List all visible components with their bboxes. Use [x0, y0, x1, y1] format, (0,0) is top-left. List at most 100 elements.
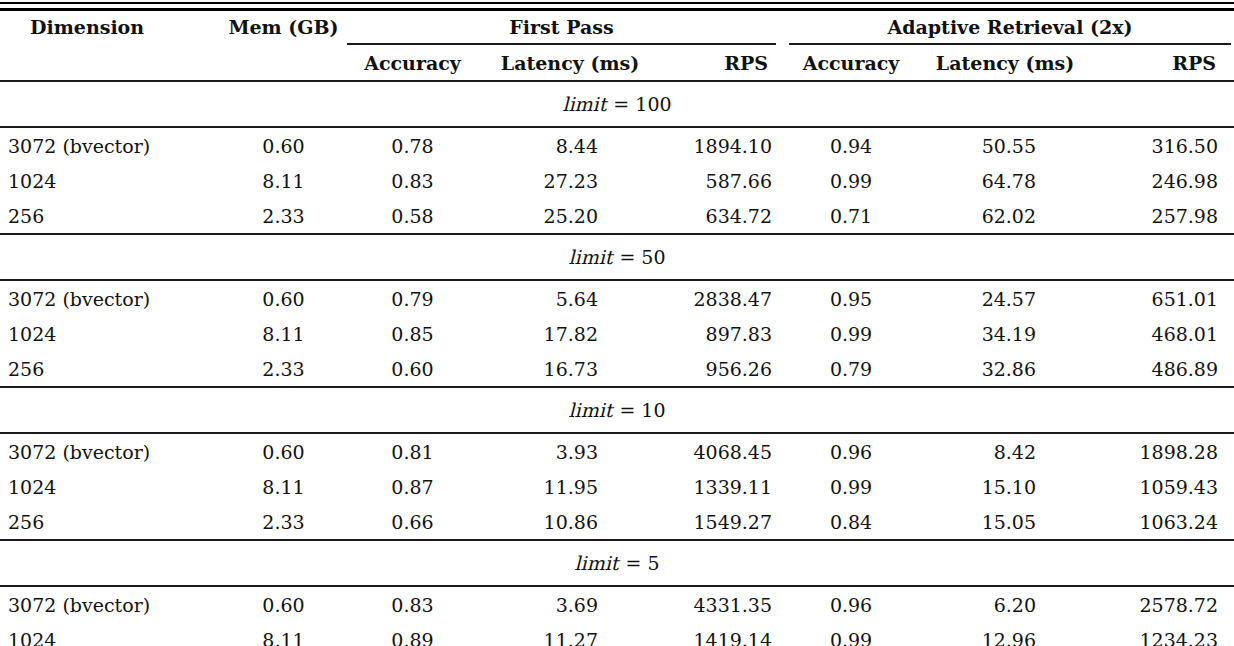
adaptive-latency-cell: 24.57	[920, 280, 1090, 316]
limit-value: = 10	[619, 399, 665, 421]
dimension-cell: 3072 (bvector)	[0, 433, 222, 469]
group-header-first-pass: First Pass	[345, 11, 782, 48]
benchmark-results-table: Dimension Mem (GB) First Pass Adaptive R…	[0, 11, 1234, 646]
limit-value: = 50	[619, 246, 665, 268]
mem-cell: 2.33	[222, 351, 345, 387]
adaptive-latency-cell: 15.10	[920, 469, 1090, 504]
first-pass-latency-cell: 10.86	[480, 504, 660, 540]
adaptive-latency-cell: 34.19	[920, 316, 1090, 351]
dimension-cell: 1024	[0, 469, 222, 504]
first-pass-rps-cell: 2838.47	[660, 280, 782, 316]
adaptive-accuracy-cell: 0.94	[782, 127, 920, 163]
adaptive-rps-cell: 316.50	[1090, 127, 1234, 163]
adaptive-rps-cell: 486.89	[1090, 351, 1234, 387]
adaptive-accuracy-cell: 0.99	[782, 469, 920, 504]
adaptive-latency-cell: 50.55	[920, 127, 1090, 163]
results-table-figure: Dimension Mem (GB) First Pass Adaptive R…	[0, 0, 1234, 646]
adaptive-latency-cell: 64.78	[920, 163, 1090, 198]
first-pass-rps-cell: 587.66	[660, 163, 782, 198]
limit-word: limit	[575, 552, 619, 574]
first-pass-latency-cell: 11.27	[480, 622, 660, 646]
section-heading-row: limit= 50	[0, 234, 1234, 280]
table-row: 3072 (bvector)0.600.813.934068.450.968.4…	[0, 433, 1234, 469]
first-pass-rps-cell: 1419.14	[660, 622, 782, 646]
table-top-rule	[0, 0, 1234, 11]
first-pass-rps-cell: 897.83	[660, 316, 782, 351]
first-pass-latency-cell: 27.23	[480, 163, 660, 198]
column-header-mem: Mem (GB)	[222, 11, 345, 81]
adaptive-rps-cell: 651.01	[1090, 280, 1234, 316]
first-pass-latency-cell: 11.95	[480, 469, 660, 504]
group-header-adaptive-retrieval-label: Adaptive Retrieval (2x)	[789, 16, 1231, 45]
first-pass-accuracy-cell: 0.87	[345, 469, 480, 504]
table-row: 3072 (bvector)0.600.795.642838.470.9524.…	[0, 280, 1234, 316]
table-row: 2562.330.6610.861549.270.8415.051063.24	[0, 504, 1234, 540]
section-heading-row: limit = 10	[0, 387, 1234, 433]
dimension-cell: 256	[0, 504, 222, 540]
table-row: 10248.110.8517.82897.830.9934.19468.01	[0, 316, 1234, 351]
adaptive-rps-cell: 1063.24	[1090, 504, 1234, 540]
table-body: limit= 1003072 (bvector)0.600.788.441894…	[0, 81, 1234, 646]
column-header-fp-latency: Latency (ms)	[480, 48, 660, 81]
column-header-dimension: Dimension	[0, 11, 222, 81]
column-header-ar-accuracy: Accuracy	[782, 48, 920, 81]
section-heading-row: limit= 100	[0, 81, 1234, 127]
section-limit-heading: limit = 10	[0, 387, 1234, 433]
first-pass-latency-cell: 3.93	[480, 433, 660, 469]
first-pass-latency-cell: 16.73	[480, 351, 660, 387]
first-pass-accuracy-cell: 0.60	[345, 351, 480, 387]
dimension-cell: 256	[0, 351, 222, 387]
dimension-cell: 3072 (bvector)	[0, 586, 222, 622]
first-pass-accuracy-cell: 0.79	[345, 280, 480, 316]
table-row: 10248.110.8911.271419.140.9912.961234.23	[0, 622, 1234, 646]
dimension-cell: 1024	[0, 622, 222, 646]
dimension-cell: 256	[0, 198, 222, 234]
first-pass-accuracy-cell: 0.78	[345, 127, 480, 163]
first-pass-latency-cell: 3.69	[480, 586, 660, 622]
first-pass-latency-cell: 25.20	[480, 198, 660, 234]
section-limit-heading: limit= 50	[0, 234, 1234, 280]
table-row: 2562.330.5825.20634.720.7162.02257.98	[0, 198, 1234, 234]
first-pass-accuracy-cell: 0.66	[345, 504, 480, 540]
mem-cell: 2.33	[222, 198, 345, 234]
adaptive-latency-cell: 62.02	[920, 198, 1090, 234]
table-row: 2562.330.6016.73956.260.7932.86486.89	[0, 351, 1234, 387]
adaptive-rps-cell: 257.98	[1090, 198, 1234, 234]
adaptive-accuracy-cell: 0.99	[782, 316, 920, 351]
adaptive-accuracy-cell: 0.79	[782, 351, 920, 387]
limit-word: limit	[569, 399, 613, 421]
adaptive-accuracy-cell: 0.99	[782, 163, 920, 198]
dimension-cell: 3072 (bvector)	[0, 280, 222, 316]
first-pass-rps-cell: 4068.45	[660, 433, 782, 469]
first-pass-accuracy-cell: 0.83	[345, 163, 480, 198]
adaptive-accuracy-cell: 0.95	[782, 280, 920, 316]
first-pass-latency-cell: 17.82	[480, 316, 660, 351]
first-pass-accuracy-cell: 0.85	[345, 316, 480, 351]
first-pass-rps-cell: 634.72	[660, 198, 782, 234]
section-limit-heading: limit= 5	[0, 540, 1234, 586]
first-pass-rps-cell: 956.26	[660, 351, 782, 387]
adaptive-accuracy-cell: 0.96	[782, 586, 920, 622]
dimension-cell: 3072 (bvector)	[0, 127, 222, 163]
first-pass-latency-cell: 8.44	[480, 127, 660, 163]
adaptive-rps-cell: 1234.23	[1090, 622, 1234, 646]
first-pass-rps-cell: 1894.10	[660, 127, 782, 163]
section-heading-row: limit= 5	[0, 540, 1234, 586]
adaptive-rps-cell: 1059.43	[1090, 469, 1234, 504]
adaptive-latency-cell: 6.20	[920, 586, 1090, 622]
adaptive-accuracy-cell: 0.99	[782, 622, 920, 646]
limit-word: limit	[562, 93, 606, 115]
group-header-adaptive-retrieval: Adaptive Retrieval (2x)	[782, 11, 1234, 48]
mem-cell: 8.11	[222, 469, 345, 504]
mem-cell: 0.60	[222, 433, 345, 469]
mem-cell: 8.11	[222, 316, 345, 351]
adaptive-latency-cell: 15.05	[920, 504, 1090, 540]
table-row: 10248.110.8327.23587.660.9964.78246.98	[0, 163, 1234, 198]
adaptive-accuracy-cell: 0.71	[782, 198, 920, 234]
first-pass-latency-cell: 5.64	[480, 280, 660, 316]
first-pass-rps-cell: 1339.11	[660, 469, 782, 504]
adaptive-latency-cell: 8.42	[920, 433, 1090, 469]
first-pass-rps-cell: 4331.35	[660, 586, 782, 622]
adaptive-rps-cell: 2578.72	[1090, 586, 1234, 622]
first-pass-accuracy-cell: 0.58	[345, 198, 480, 234]
